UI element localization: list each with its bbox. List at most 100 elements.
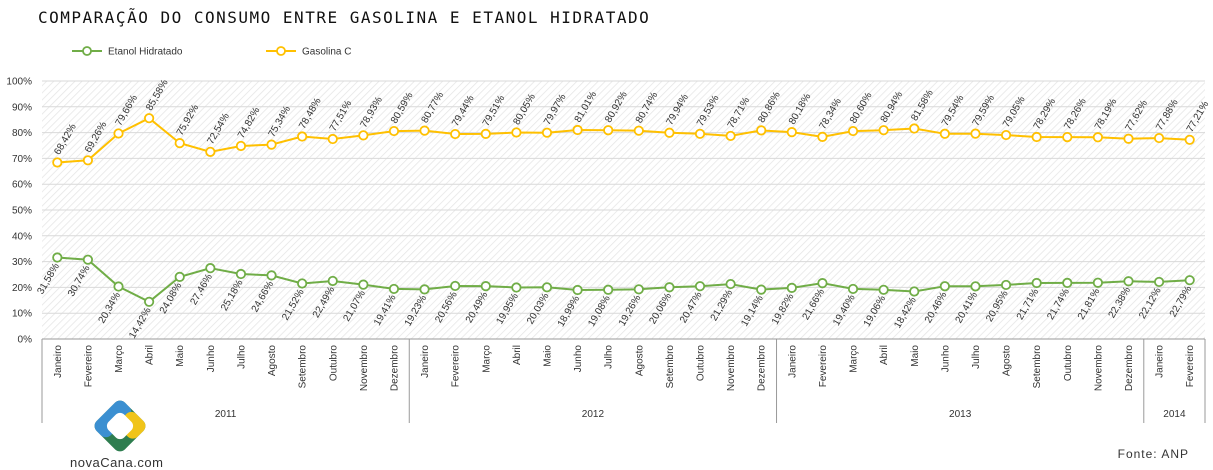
chart-title: COMPARAÇÃO DO CONSUMO ENTRE GASOLINA E E… (38, 8, 651, 27)
x-tick-label: Dezembro (389, 345, 400, 392)
x-tick-label: Março (481, 345, 492, 373)
data-point (847, 125, 859, 137)
data-point (603, 125, 614, 136)
data-point (633, 284, 644, 295)
y-tick-label: 50% (12, 206, 32, 217)
y-tick-label: 40% (12, 231, 32, 242)
data-point (664, 282, 675, 293)
data-point (358, 279, 369, 290)
data-point (297, 131, 308, 142)
data-point (388, 125, 400, 137)
x-tick-label: Dezembro (1124, 345, 1135, 392)
data-point (541, 282, 553, 293)
data-point (572, 124, 583, 136)
data-point (52, 157, 63, 168)
y-tick-label: 100% (6, 77, 32, 88)
data-point (205, 146, 216, 157)
x-tick-label: Novembro (359, 345, 370, 392)
data-point (725, 278, 736, 290)
x-tick-label: Maio (175, 345, 186, 367)
x-tick-label: Outubro (328, 345, 339, 382)
data-point (786, 127, 797, 138)
x-tick-label: Junho (573, 345, 584, 373)
data-point (725, 130, 736, 142)
data-point (1062, 131, 1073, 143)
data-point (327, 133, 338, 145)
data-point (511, 127, 522, 138)
data-point (603, 284, 614, 295)
x-tick-label: Agosto (267, 345, 278, 377)
x-tick-label: Setembro (298, 345, 309, 389)
data-point (572, 284, 583, 296)
data-point (82, 155, 94, 166)
x-tick-label: Abril (145, 345, 156, 365)
y-tick-label: 70% (12, 154, 32, 165)
x-tick-label: Novembro (1093, 345, 1104, 392)
legend-swatch-marker (276, 46, 286, 56)
data-point (817, 278, 828, 289)
x-tick-label: Janeiro (787, 345, 798, 378)
y-tick-label: 20% (12, 283, 32, 294)
y-tick-label: 10% (12, 309, 32, 320)
data-point (664, 127, 675, 138)
x-tick-label: Fevereiro (1185, 345, 1196, 388)
x-tick-label: Julho (604, 345, 615, 369)
data-point (694, 128, 706, 139)
data-point (450, 280, 461, 292)
data-point (786, 282, 797, 293)
x-tick-label: Dezembro (757, 345, 768, 392)
x-tick-label: Janeiro (1155, 345, 1166, 378)
data-point (205, 263, 216, 274)
data-point (1153, 132, 1165, 144)
data-point (235, 268, 247, 280)
x-tick-label: Janeiro (53, 345, 64, 378)
x-tick-label: Julho (236, 345, 247, 369)
data-point (480, 281, 491, 292)
x-tick-label: Junho (940, 345, 951, 373)
data-point (480, 128, 491, 139)
data-point (633, 125, 644, 136)
data-point (1123, 133, 1134, 144)
data-point (756, 284, 767, 295)
x-tick-label: Novembro (726, 345, 737, 392)
x-tick-label: Fevereiro (83, 345, 94, 388)
x-tick-label: Fevereiro (818, 345, 829, 388)
data-point (878, 125, 889, 136)
data-point (1153, 276, 1165, 288)
x-tick-label: Março (849, 345, 860, 373)
data-point (1062, 277, 1073, 289)
logo-wordmark: novaCana.com (70, 455, 164, 470)
data-point (909, 123, 920, 134)
novacana-logo (94, 400, 146, 452)
data-point (1184, 134, 1195, 145)
x-tick-label: Março (114, 345, 125, 373)
data-point (450, 128, 461, 140)
legend-label: Gasolina C (302, 47, 351, 58)
x-tick-label: Setembro (665, 345, 676, 389)
x-tick-label: Abril (512, 345, 523, 365)
data-point (388, 283, 400, 295)
x-tick-label: Fevereiro (451, 345, 462, 388)
y-tick-label: 60% (12, 180, 32, 191)
y-tick-label: 0% (18, 335, 33, 346)
data-point (1000, 279, 1012, 291)
data-point (939, 128, 950, 139)
data-point (939, 281, 950, 292)
data-point (419, 125, 430, 136)
data-point (970, 128, 981, 139)
data-point (297, 278, 308, 289)
data-point (113, 128, 124, 139)
data-point (174, 138, 185, 149)
data-point (113, 281, 124, 292)
data-point (144, 113, 155, 124)
x-tick-label: Maio (542, 345, 553, 367)
x-tick-label: Junho (206, 345, 217, 373)
year-label: 2011 (215, 409, 237, 420)
x-tick-label: Agosto (1002, 345, 1013, 377)
data-point (144, 296, 155, 307)
legend-label: Etanol Hidratado (108, 47, 183, 58)
x-tick-label: Abril (879, 345, 890, 365)
y-tick-label: 80% (12, 128, 32, 139)
data-point (847, 283, 859, 295)
